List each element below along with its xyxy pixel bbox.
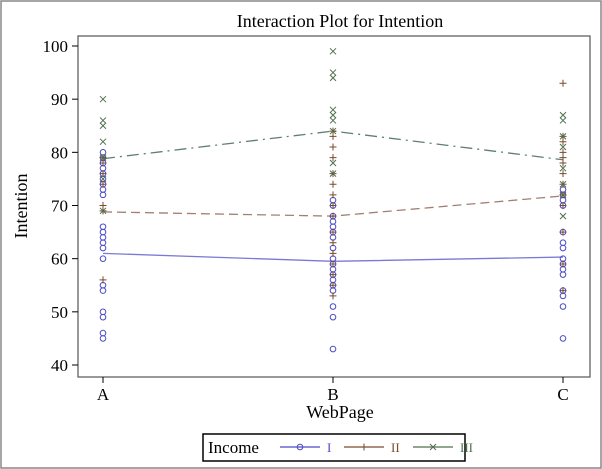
data-point-circle (99, 234, 107, 241)
data-point-plus (329, 260, 337, 268)
x-tick-label: A (97, 385, 110, 404)
y-tick-label: 90 (51, 90, 68, 109)
data-point-x (329, 106, 337, 114)
data-point-plus (329, 180, 337, 188)
data-point-circle (559, 271, 567, 278)
x-axis-label: WebPage (306, 402, 374, 422)
data-point-x (559, 133, 567, 140)
data-point-plus (329, 249, 337, 257)
data-point-circle (329, 303, 337, 310)
legend-label-I: I (327, 440, 331, 455)
data-point-plus (360, 443, 368, 451)
data-point-circle (99, 228, 107, 236)
x-tick-label: B (327, 385, 338, 404)
chart-title: Interaction Plot for Intention (237, 11, 443, 31)
data-point-plus (329, 191, 337, 199)
data-point-circle (559, 335, 567, 342)
data-point-x (429, 443, 437, 451)
data-point-plus (329, 212, 337, 220)
data-point-plus (559, 148, 567, 156)
data-point-circle (559, 244, 567, 252)
data-point-x (329, 159, 337, 167)
data-point-plus (329, 239, 337, 247)
data-point-plus (99, 202, 107, 209)
data-point-circle (99, 239, 107, 247)
data-point-plus (99, 276, 107, 284)
data-point-x (559, 117, 567, 124)
data-point-plus (99, 170, 107, 178)
data-point-x (99, 117, 107, 124)
data-point-x (559, 191, 567, 199)
data-point-x (99, 138, 107, 146)
data-point-x (329, 74, 337, 82)
data-point-x (559, 143, 567, 151)
data-point-circle (99, 223, 107, 231)
y-tick-label: 60 (51, 250, 68, 269)
y-axis-label: Intention (11, 174, 31, 239)
data-point-plus (99, 180, 107, 188)
data-point-x (329, 111, 337, 119)
data-point-x (559, 164, 567, 172)
data-point-plus (559, 260, 567, 268)
data-point-x (559, 212, 567, 220)
data-point-plus (559, 202, 567, 209)
plot-area (77, 35, 591, 378)
mean-line-III (102, 130, 564, 161)
data-point-circle (559, 239, 567, 247)
data-point-x (99, 122, 107, 130)
legend-title: Income (208, 438, 259, 457)
data-point-plus (559, 228, 567, 236)
data-point-x (99, 207, 107, 215)
data-point-x (329, 117, 337, 124)
data-point-circle (99, 255, 107, 262)
y-tick-label: 50 (51, 303, 68, 322)
data-point-plus (559, 170, 567, 178)
data-point-circle (99, 313, 107, 321)
data-point-plus (559, 79, 567, 87)
data-point-plus (329, 281, 337, 289)
data-point-plus (329, 154, 337, 162)
data-point-x (329, 47, 337, 55)
data-point-x (329, 127, 337, 135)
data-point-plus (329, 271, 337, 279)
data-point-x (329, 170, 337, 177)
data-point-x (99, 154, 107, 162)
data-point-circle (559, 303, 567, 310)
data-point-circle (99, 308, 107, 316)
y-tick-label: 40 (51, 356, 68, 375)
data-point-circle (99, 191, 107, 199)
data-point-circle (329, 313, 337, 321)
data-point-circle (99, 287, 107, 294)
data-point-x (559, 180, 567, 188)
data-point-x (559, 111, 567, 119)
y-tick-label: 100 (43, 37, 69, 56)
data-point-x (99, 175, 107, 183)
legend-label-III: III (460, 440, 473, 455)
data-point-circle (99, 329, 107, 337)
data-point-plus (329, 143, 337, 151)
data-point-circle (329, 345, 337, 353)
y-tick-label: 70 (51, 197, 68, 216)
data-point-x (99, 95, 107, 103)
data-point-circle (296, 443, 304, 451)
data-point-x (329, 69, 337, 76)
legend: Income I II III (202, 433, 473, 462)
data-point-plus (329, 228, 337, 236)
y-tick-label: 80 (51, 143, 68, 162)
x-tick-label: C (557, 385, 568, 404)
data-point-circle (99, 244, 107, 252)
legend-label-II: II (391, 440, 400, 455)
data-point-plus (559, 287, 567, 295)
data-point-plus (329, 292, 337, 300)
data-point-plus (329, 202, 337, 209)
data-point-circle (99, 335, 107, 342)
